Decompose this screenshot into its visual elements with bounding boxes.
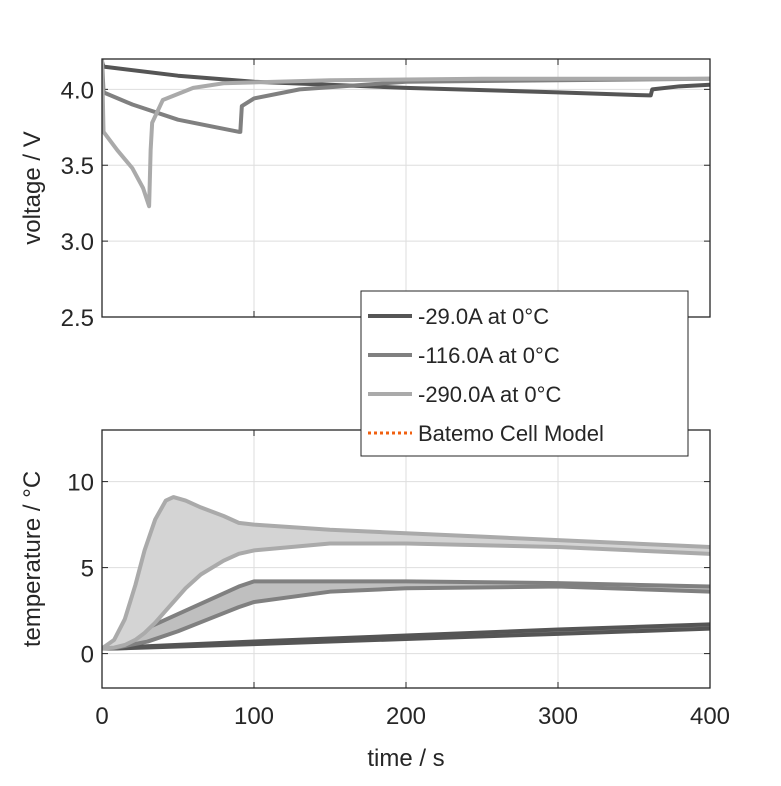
x-tick-label: 400 [690, 703, 730, 730]
series-line-0 [102, 61, 710, 98]
x-tick-label: 200 [386, 703, 426, 730]
series-group [102, 495, 710, 651]
x-tick-label: 100 [234, 703, 274, 730]
x-tick-label: 300 [538, 703, 578, 730]
y-tick-label: 4.0 [61, 77, 94, 104]
legend: -29.0A at 0°C -116.0A at 0°C -290.0A at … [360, 290, 689, 457]
series-lower-line-2 [102, 541, 710, 651]
y-tick-label: 3.0 [61, 229, 94, 256]
y-tick-label: 5 [81, 556, 94, 583]
x-axis-label: time / s [367, 745, 444, 772]
series-lower-line-1 [102, 584, 710, 651]
legend-label-1: -116.0A at 0°C [418, 343, 560, 368]
series-band-1 [102, 581, 710, 649]
y-tick-label: 10 [67, 470, 94, 497]
series-line-1 [102, 59, 710, 134]
series-line-2 [102, 59, 710, 209]
y-axis-label: temperature / °C [19, 471, 46, 647]
y-axis-label: voltage / V [19, 131, 46, 244]
y-tick-label: 2.5 [61, 305, 94, 332]
series-band-2 [102, 497, 710, 649]
voltage-axes: 2.5 3.0 3.5 4.0 voltage / V [19, 58, 711, 332]
legend-label-2: -290.0A at 0°C [418, 382, 561, 407]
y-tick-label: 0 [81, 642, 94, 669]
series-upper-line-2 [102, 495, 710, 651]
x-tick-label: 0 [95, 703, 108, 730]
legend-label-0: -29.0A at 0°C [418, 304, 549, 329]
legend-label-3: Batemo Cell Model [418, 421, 604, 446]
y-tick-label: 3.5 [61, 153, 94, 180]
legend-box [360, 290, 689, 457]
series-group [102, 59, 710, 209]
